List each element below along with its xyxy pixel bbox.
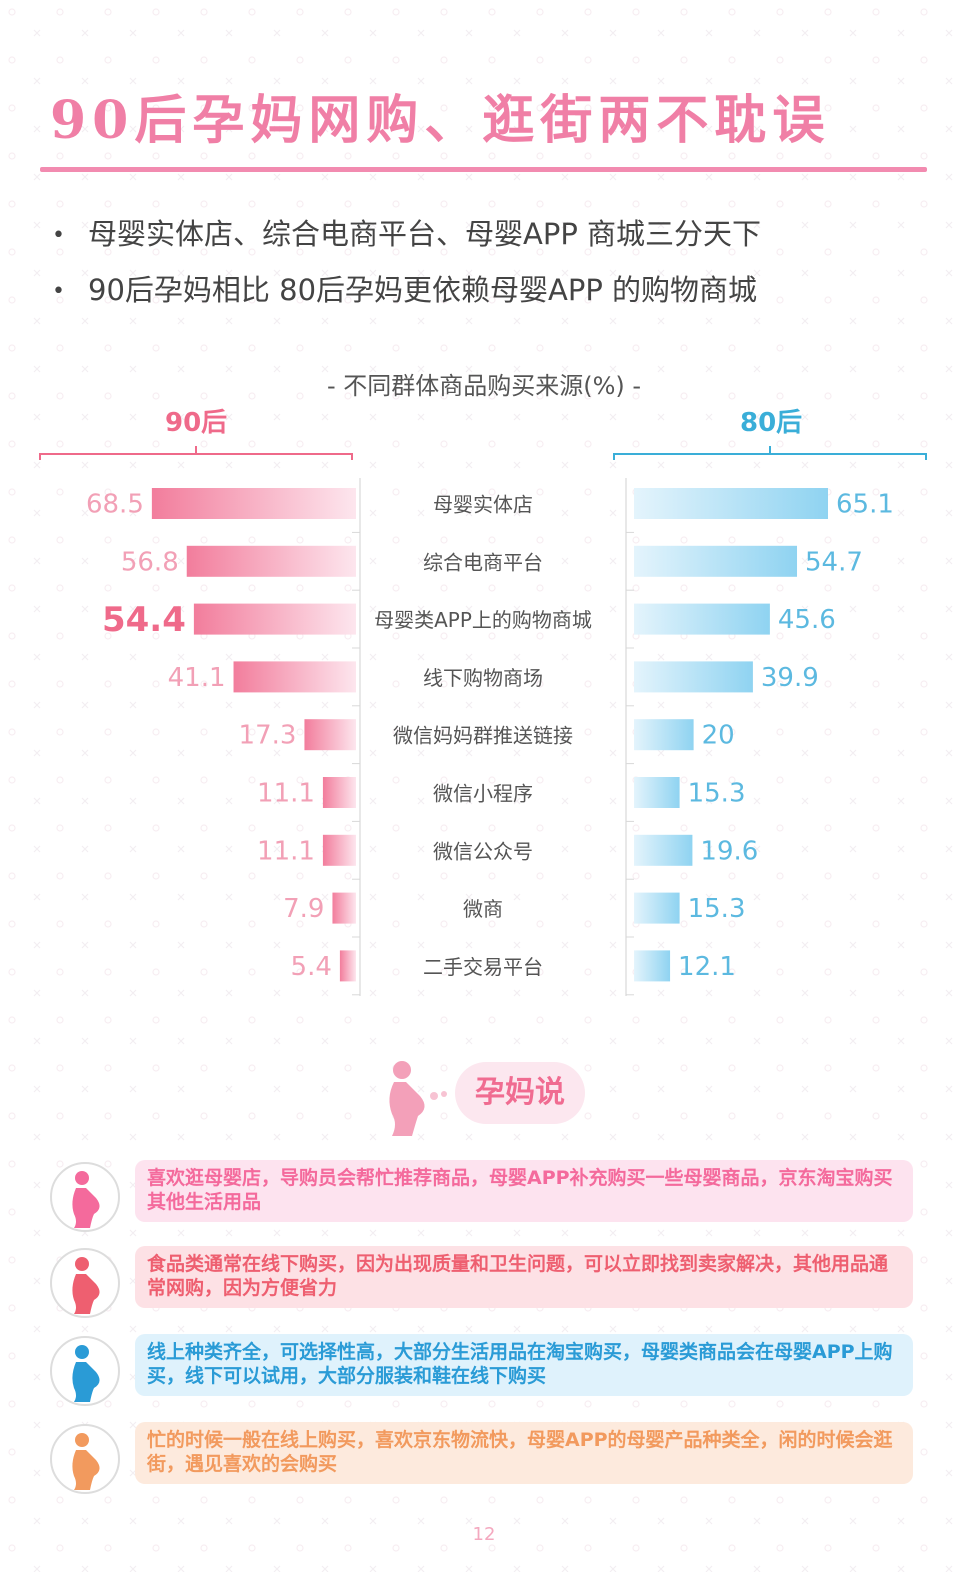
bar-90s: [332, 892, 356, 924]
quote-text: 喜欢逛母婴店，导购员会帮忙推荐商品，母婴APP补充购买一些母婴商品，京东淘宝购买…: [135, 1160, 913, 1222]
pregnant-woman-icon: [389, 1061, 447, 1136]
quote-item: 忙的时候一般在线上购买，喜欢京东物流快，母婴APP的母婴产品种类全，闲的时候会逛…: [50, 1422, 918, 1496]
pregnant-woman-icon: [50, 1424, 120, 1494]
value-label-90s: 54.4: [102, 600, 186, 640]
pregnant-woman-icon: [50, 1248, 120, 1318]
category-label: 母婴类APP上的购物商城: [374, 608, 592, 632]
bullet-dot-icon: •: [52, 223, 65, 248]
page-title: 90后孕妈网购、逛街两不耽误: [50, 90, 831, 151]
pregnant-woman-icon: [50, 1336, 120, 1406]
category-label: 微商: [463, 897, 503, 921]
bracket-90s: [39, 446, 353, 460]
bullet-text: 90后孕妈相比 80后孕妈更依赖母婴APP 的购物商城: [88, 273, 758, 307]
value-label-90s: 41.1: [168, 663, 226, 693]
quote-item: 食品类通常在线下购买，因为出现质量和卫生问题，可以立即找到卖家解决，其他用品通常…: [50, 1246, 918, 1320]
legend-80s: 80后: [740, 408, 803, 438]
bar-90s: [233, 661, 356, 693]
quote-item: 喜欢逛母婴店，导购员会帮忙推荐商品，母婴APP补充购买一些母婴商品，京东淘宝购买…: [50, 1160, 918, 1234]
value-label-80s: 15.3: [688, 779, 746, 809]
bar-80s: [634, 545, 798, 577]
quote-text: 忙的时候一般在线上购买，喜欢京东物流快，母婴APP的母婴产品种类全，闲的时候会逛…: [135, 1422, 913, 1484]
value-label-90s: 7.9: [283, 894, 324, 924]
value-label-80s: 20: [702, 721, 735, 751]
value-label-90s: 56.8: [121, 547, 179, 577]
bar-90s: [322, 777, 356, 808]
value-label-80s: 19.6: [700, 836, 758, 866]
value-label-80s: 12.1: [678, 952, 736, 982]
bar-80s: [634, 603, 770, 635]
bar-90s: [186, 545, 356, 577]
title-underline: [40, 167, 927, 172]
value-label-80s: 65.1: [836, 490, 894, 520]
value-label-80s: 45.6: [778, 605, 836, 635]
value-label-80s: 54.7: [805, 547, 863, 577]
bullet-list: • 母婴实体店、综合电商平台、母婴APP 商城三分天下 • 90后孕妈相比 80后孕…: [52, 212, 761, 324]
quote-text: 食品类通常在线下购买，因为出现质量和卫生问题，可以立即找到卖家解决，其他用品通常…: [135, 1246, 913, 1308]
bar-80s: [634, 488, 828, 519]
bar-90s: [151, 488, 356, 519]
category-label: 线下购物商场: [423, 666, 543, 690]
category-label: 微信妈妈群推送链接: [393, 724, 573, 748]
category-label: 母婴实体店: [433, 493, 533, 517]
value-label-90s: 11.1: [257, 836, 315, 866]
bullet-text: 母婴实体店、综合电商平台、母婴APP 商城三分天下: [88, 217, 762, 251]
speaker-bubble: 孕妈说: [455, 1062, 585, 1124]
bar-90s: [322, 834, 356, 866]
chart-title: - 不同群体商品购买来源(%) -: [326, 372, 642, 400]
quote-item: 线上种类齐全，可选择性高，大部分生活用品在淘宝购买，母婴类商品会在母婴APP上购…: [50, 1334, 918, 1408]
bar-80s: [634, 777, 680, 808]
butterfly-bar-chart: 68.5 65.1 母婴实体店 56.8 54.7 综合电商平台 54.4 45.6 母婴类AP…: [39, 446, 927, 996]
category-label: 微信小程序: [433, 782, 533, 806]
pregnant-woman-icon: [50, 1162, 120, 1232]
category-label: 综合电商平台: [423, 550, 543, 574]
bracket-80s: [613, 446, 927, 460]
category-label: 微信公众号: [433, 839, 533, 863]
bullet-dot-icon: •: [52, 279, 65, 304]
value-label-90s: 11.1: [257, 779, 315, 809]
bar-80s: [634, 834, 693, 866]
value-label-90s: 68.5: [86, 490, 144, 520]
bar-90s: [193, 603, 356, 635]
bar-80s: [634, 892, 680, 924]
value-label-80s: 39.9: [761, 663, 819, 693]
value-label-80s: 15.3: [688, 894, 746, 924]
page-number: 12: [472, 1524, 496, 1545]
value-label-90s: 17.3: [239, 721, 297, 751]
bar-90s: [339, 950, 356, 982]
bullet-item: • 母婴实体店、综合电商平台、母婴APP 商城三分天下: [52, 212, 761, 268]
value-label-90s: 5.4: [291, 952, 332, 982]
bullet-item: • 90后孕妈相比 80后孕妈更依赖母婴APP 的购物商城: [52, 268, 761, 324]
quote-text: 线上种类齐全，可选择性高，大部分生活用品在淘宝购买，母婴类商品会在母婴APP上购…: [135, 1334, 913, 1396]
legend-90s: 90后: [165, 408, 228, 438]
bar-80s: [634, 950, 671, 982]
category-label: 二手交易平台: [423, 955, 543, 979]
bar-80s: [634, 719, 694, 751]
bar-90s: [304, 719, 356, 751]
bar-80s: [634, 661, 753, 693]
